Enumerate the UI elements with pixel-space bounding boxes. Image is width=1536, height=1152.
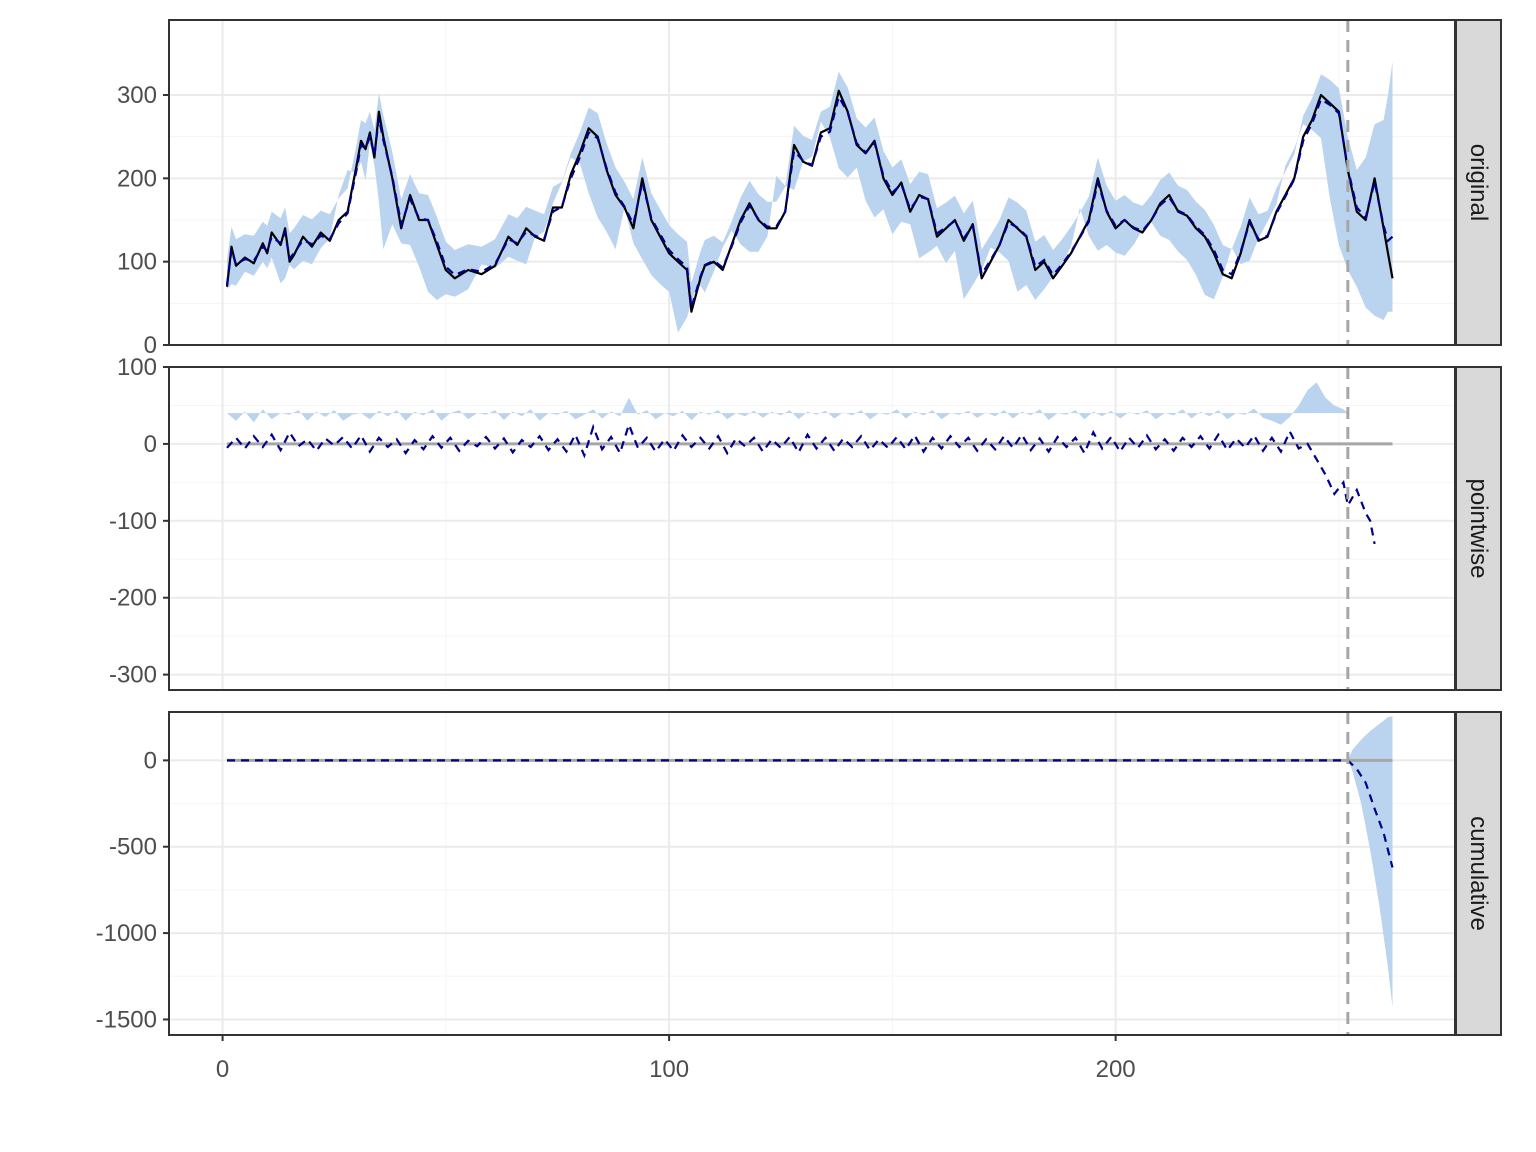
y-tick-label: 200 bbox=[117, 165, 157, 192]
facet-strip-label: pointwise bbox=[1465, 478, 1492, 578]
panel-background bbox=[169, 20, 1455, 345]
y-tick-label: 0 bbox=[144, 747, 157, 774]
y-tick-label: 100 bbox=[117, 249, 157, 276]
y-tick-label: -100 bbox=[109, 508, 157, 535]
y-tick-label: -300 bbox=[109, 662, 157, 689]
facet-strip bbox=[1455, 366, 1502, 691]
y-tick-label: -200 bbox=[109, 585, 157, 612]
predicted-series-line bbox=[225, 93, 1394, 308]
facet-strip-label: cumulative bbox=[1465, 816, 1492, 931]
credible-interval-band bbox=[227, 382, 1348, 425]
facet-strip bbox=[1455, 19, 1502, 346]
x-tick-label: 0 bbox=[216, 1056, 229, 1083]
x-axis: 0 100 200 bbox=[216, 1035, 1136, 1083]
y-tick-label: -500 bbox=[109, 834, 157, 861]
panel-pointwise: -300 -200 -100 0 100 pointwise bbox=[109, 354, 1502, 691]
credible-interval-band bbox=[227, 61, 1393, 333]
panel-background bbox=[169, 712, 1455, 1035]
facet-strip-label: original bbox=[1465, 144, 1492, 221]
x-tick-label: 200 bbox=[1096, 1056, 1136, 1083]
y-tick-label: 100 bbox=[117, 354, 157, 381]
facet-strip bbox=[1455, 711, 1502, 1036]
y-tick-label: -1500 bbox=[96, 1006, 157, 1033]
predicted-series-line bbox=[226, 421, 1376, 545]
y-tick-label: 300 bbox=[117, 82, 157, 109]
y-tick-label: 0 bbox=[144, 431, 157, 458]
predicted-series-line bbox=[227, 759, 1394, 868]
y-tick-label: -1000 bbox=[96, 920, 157, 947]
x-tick-label: 100 bbox=[649, 1056, 689, 1083]
panel-original: 0 100 200 300 original bbox=[117, 19, 1502, 359]
panel-cumulative: -1500 -1000 -500 0 cumulative bbox=[96, 711, 1502, 1036]
y-tick-label: 0 bbox=[144, 332, 157, 359]
